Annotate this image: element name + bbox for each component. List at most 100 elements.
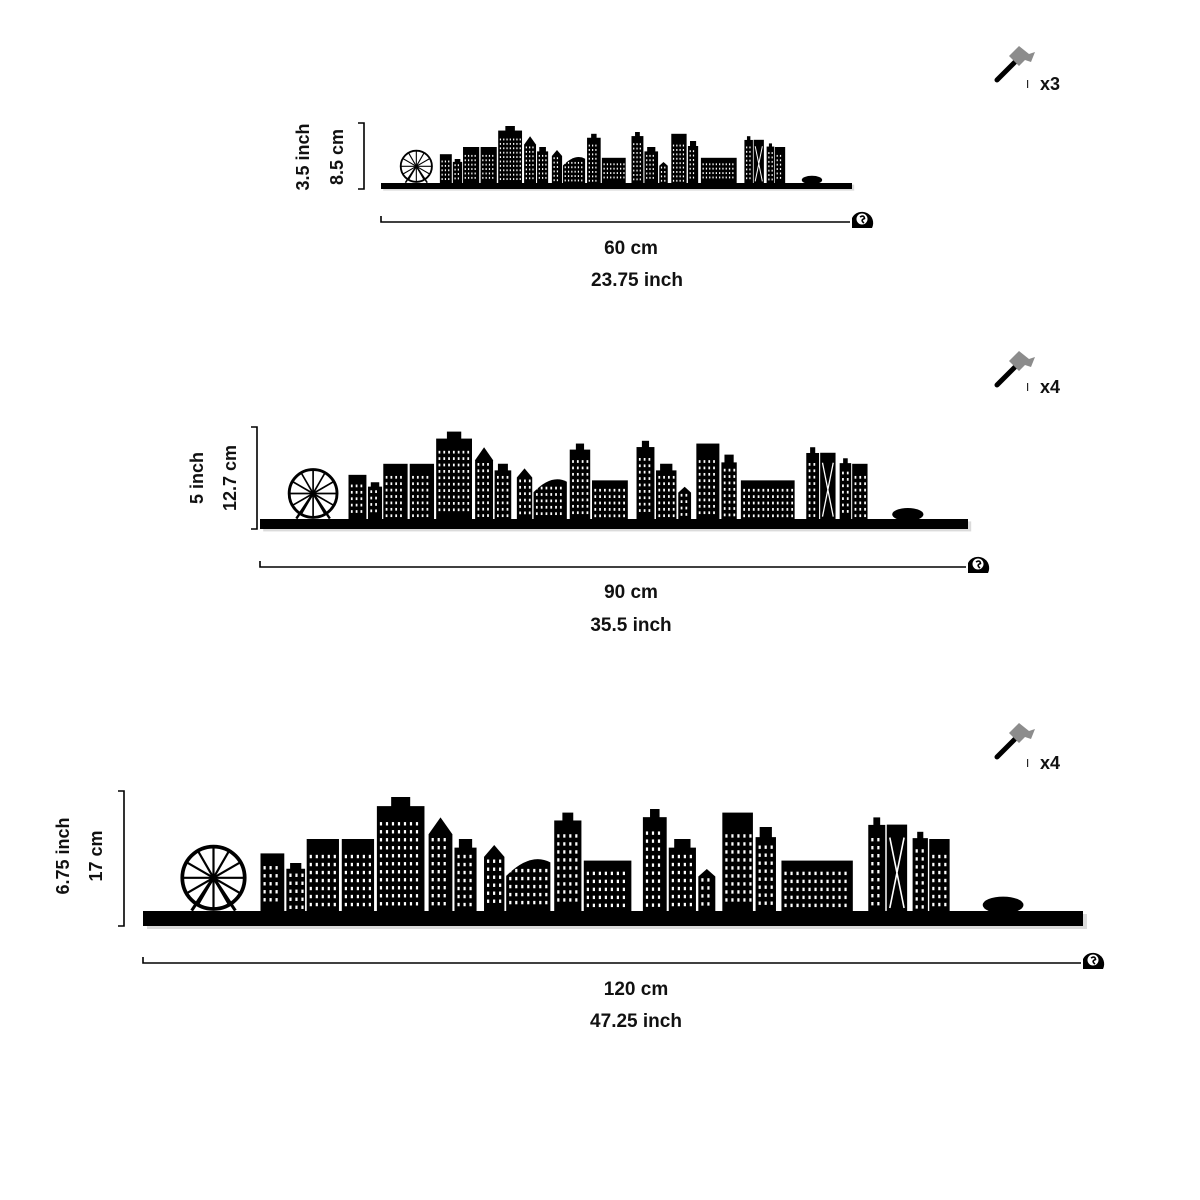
building xyxy=(498,126,523,183)
building xyxy=(678,486,692,519)
building xyxy=(260,853,285,911)
building xyxy=(753,139,764,183)
building xyxy=(929,839,950,911)
nail-count: x3 xyxy=(1040,74,1061,94)
shelf-base xyxy=(260,519,968,529)
building xyxy=(912,831,928,911)
height-cm-label: 17 cm xyxy=(86,830,106,882)
ferris-wheel-icon xyxy=(180,844,247,912)
building xyxy=(439,154,452,183)
width-cm-label: 60 cm xyxy=(604,238,658,259)
building xyxy=(348,474,367,519)
building xyxy=(687,141,699,183)
hammer-icon xyxy=(994,351,1035,388)
building xyxy=(668,839,696,911)
width-measure-line xyxy=(380,216,850,223)
building xyxy=(537,147,549,183)
stadium-shape xyxy=(892,507,924,521)
building xyxy=(766,143,775,183)
skyline-small xyxy=(358,46,1035,228)
building xyxy=(744,136,753,183)
building xyxy=(700,157,737,183)
building xyxy=(644,147,659,183)
building xyxy=(642,809,667,911)
building xyxy=(436,431,472,519)
building xyxy=(774,147,786,183)
building xyxy=(569,443,591,519)
building xyxy=(524,136,537,183)
building xyxy=(463,147,480,183)
building xyxy=(852,463,868,519)
width-inch-label: 35.5 inch xyxy=(590,615,672,636)
building xyxy=(409,463,435,519)
building xyxy=(484,845,505,911)
building xyxy=(740,480,795,519)
building xyxy=(533,479,567,519)
height-bracket xyxy=(118,790,125,927)
building xyxy=(376,797,425,911)
width-cm-label: 90 cm xyxy=(604,582,658,603)
building xyxy=(475,447,494,519)
building xyxy=(839,458,852,519)
stadium-shape xyxy=(801,175,823,185)
width-inch-label: 47.25 inch xyxy=(590,1011,682,1032)
building xyxy=(383,463,408,519)
building xyxy=(698,869,716,911)
variant-medium: 5 inch 12.7 cm 90 cm 35.5 inch I x4 xyxy=(187,351,1061,636)
ferris-wheel-icon xyxy=(399,149,433,184)
building xyxy=(722,812,753,911)
nail-count: x4 xyxy=(1040,377,1061,397)
building xyxy=(868,817,886,911)
building xyxy=(480,147,497,183)
building xyxy=(341,839,375,911)
tape-measure-icon xyxy=(1083,952,1105,969)
shelf-base xyxy=(381,183,852,189)
building xyxy=(551,150,563,183)
width-measure-line xyxy=(259,561,966,568)
ferris-wheel-icon xyxy=(287,468,339,520)
height-bracket xyxy=(251,426,258,530)
building xyxy=(306,839,339,911)
building xyxy=(454,839,477,911)
shelf-base xyxy=(143,911,1083,926)
building xyxy=(755,827,776,911)
building xyxy=(286,863,306,911)
building xyxy=(452,159,463,183)
width-measure-line xyxy=(142,957,1081,964)
tape-measure-icon xyxy=(968,556,990,573)
building xyxy=(583,860,632,911)
stadium-shape xyxy=(982,896,1024,914)
variant-small: 3.5 inch 8.5 cm 60 cm 23.75 inch I x3 xyxy=(0,0,1200,330)
building xyxy=(587,133,601,183)
height-bracket xyxy=(358,122,365,190)
skyline-medium xyxy=(251,351,1035,573)
nail-tick: I xyxy=(1026,78,1030,91)
building xyxy=(636,440,655,519)
building xyxy=(655,463,677,519)
building xyxy=(591,480,628,519)
building xyxy=(428,817,453,911)
building xyxy=(820,452,836,519)
building xyxy=(554,812,582,911)
building xyxy=(806,447,820,519)
nail-tick: I xyxy=(1026,757,1030,770)
width-inch-label: 23.75 inch xyxy=(591,270,683,291)
building xyxy=(506,859,551,911)
building xyxy=(631,132,644,183)
hammer-icon xyxy=(994,723,1035,760)
hammer-icon xyxy=(994,46,1035,83)
building xyxy=(721,454,737,519)
building xyxy=(601,157,626,183)
building xyxy=(516,468,533,519)
tape-measure-icon xyxy=(852,211,874,228)
building xyxy=(696,443,720,519)
height-inch-label: 6.75 inch xyxy=(53,817,73,895)
nail-count: x4 xyxy=(1040,753,1061,773)
nail-tick: I xyxy=(1026,381,1030,394)
building xyxy=(671,133,687,183)
building xyxy=(659,162,668,183)
building xyxy=(562,157,586,183)
building xyxy=(781,860,853,911)
